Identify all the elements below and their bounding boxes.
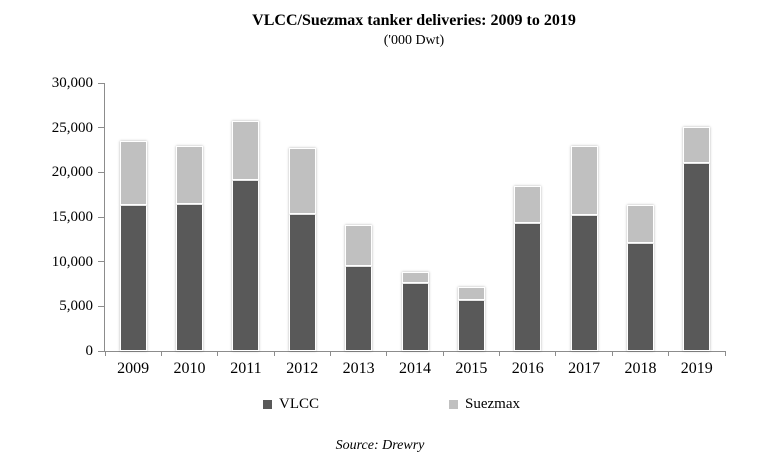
bar-segment-suezmax-2019 — [683, 126, 711, 164]
y-axis-tick — [98, 216, 104, 218]
bar-segment-suezmax-2010 — [176, 146, 204, 204]
bar-segment-vlcc-2013 — [345, 266, 373, 351]
bar-2011 — [232, 83, 260, 351]
bar-segment-vlcc-2017 — [570, 215, 598, 351]
y-axis-tick — [98, 127, 104, 129]
legend: VLCC Suezmax — [0, 396, 760, 416]
bar-segment-suezmax-2016 — [514, 185, 542, 224]
bar-2017 — [570, 83, 598, 351]
y-axis-label: 10,000 — [51, 253, 93, 270]
bar-segment-suezmax-2012 — [288, 148, 316, 215]
bar-segment-vlcc-2011 — [232, 180, 260, 351]
x-axis-label-2015: 2015 — [455, 360, 488, 377]
bar-2019 — [683, 83, 711, 351]
y-axis-label: 15,000 — [51, 209, 93, 225]
x-axis-label-2012: 2012 — [286, 360, 319, 377]
chart-subtitle: ('000 Dwt) — [383, 33, 445, 48]
y-axis-tick — [98, 171, 104, 173]
bar-segment-suezmax-2009 — [119, 141, 147, 206]
x-axis-label-2011: 2011 — [230, 360, 262, 377]
legend-marker-vlcc-icon — [263, 400, 272, 409]
bar-2010 — [176, 83, 204, 351]
bar-segment-suezmax-2015 — [457, 286, 485, 301]
x-axis-tick — [724, 351, 726, 356]
bar-segment-vlcc-2010 — [176, 203, 204, 351]
bar-segment-suezmax-2018 — [626, 204, 654, 243]
x-axis-label-2014: 2014 — [398, 360, 431, 377]
legend-entry-vlcc: VLCC — [263, 396, 319, 412]
bar-segment-vlcc-2014 — [401, 283, 429, 351]
legend-marker-suezmax-icon — [449, 400, 458, 409]
x-axis-label-2016: 2016 — [511, 360, 544, 377]
legend-entry-suezmax: Suezmax — [449, 396, 520, 412]
x-axis-tick — [442, 351, 444, 356]
bar-segment-suezmax-2017 — [570, 145, 598, 216]
x-axis-tick — [160, 351, 162, 356]
bar-segment-vlcc-2015 — [457, 300, 485, 351]
x-axis-tick — [499, 351, 501, 356]
bar-segment-suezmax-2014 — [401, 272, 429, 284]
bar-segment-vlcc-2018 — [626, 242, 654, 351]
x-axis-label-2009: 2009 — [117, 360, 150, 377]
bar-segment-vlcc-2009 — [119, 205, 147, 351]
x-axis-tick — [555, 351, 557, 356]
x-axis-tick — [217, 351, 219, 356]
bar-2015 — [457, 83, 485, 351]
bar-segment-vlcc-2012 — [288, 214, 316, 351]
x-axis-tick — [668, 351, 670, 356]
y-axis-tick — [98, 350, 104, 352]
bar-segment-suezmax-2013 — [345, 225, 373, 267]
source-note: Source: Drewry — [335, 438, 425, 453]
bar-2009 — [119, 83, 147, 351]
x-axis-label-2010: 2010 — [173, 360, 206, 377]
x-axis-label-2017: 2017 — [568, 360, 601, 377]
y-axis-label: 0 — [85, 343, 94, 359]
y-axis-tick — [98, 305, 104, 307]
legend-label-vlcc: VLCC — [279, 396, 320, 412]
chart-title: VLCC/Suezmax tanker deliveries: 2009 to … — [252, 12, 576, 29]
plot-area: 0 5,000 10,000 15,000 20,000 25,000 30,000 2009… — [52, 75, 726, 377]
y-axis-tick — [98, 82, 104, 84]
bar-2012 — [288, 83, 316, 351]
legend-label-suezmax: Suezmax — [465, 396, 520, 412]
x-axis-tick — [104, 351, 106, 356]
y-axis-tick — [98, 261, 104, 263]
y-axis-label: 20,000 — [51, 164, 93, 181]
x-axis-tick — [273, 351, 275, 356]
x-axis-tick — [329, 351, 331, 356]
x-axis-label-2013: 2013 — [342, 360, 375, 377]
bar-segment-suezmax-2011 — [232, 121, 260, 181]
x-axis-tick — [386, 351, 388, 356]
bar-segment-vlcc-2019 — [683, 163, 711, 351]
x-axis-label-2018: 2018 — [624, 360, 657, 377]
bar-2014 — [401, 83, 429, 351]
y-axis-label: 25,000 — [51, 119, 93, 136]
y-axis-label: 30,000 — [51, 75, 93, 91]
x-axis-tick — [611, 351, 613, 356]
bar-2018 — [626, 83, 654, 351]
bar-segment-vlcc-2016 — [514, 223, 542, 351]
x-axis-label-2019: 2019 — [680, 360, 713, 377]
bar-2016 — [514, 83, 542, 351]
bar-2013 — [345, 83, 373, 351]
y-axis-label: 5,000 — [59, 298, 93, 315]
